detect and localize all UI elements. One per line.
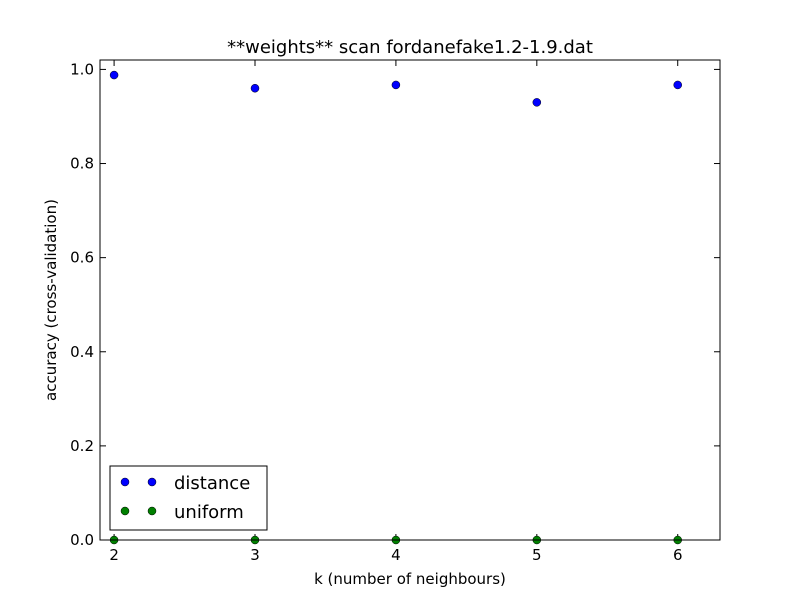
y-tick-label: 0.2	[70, 437, 94, 455]
x-tick-label: 5	[532, 546, 542, 564]
y-tick-label: 0.8	[70, 155, 94, 173]
legend-label-uniform: uniform	[174, 502, 244, 523]
legend-marker-distance-left	[120, 477, 130, 487]
legend-marker-distance-right	[147, 477, 157, 487]
data-point-distance	[250, 83, 260, 93]
y-axis-label: accuracy (cross-validation)	[42, 199, 60, 401]
x-tick-label: 3	[250, 546, 260, 564]
legend-box	[109, 465, 268, 531]
legend-marker-uniform-left	[120, 506, 130, 516]
legend-label-distance: distance	[174, 473, 250, 494]
data-point-distance	[109, 70, 119, 80]
x-tick-label: 2	[109, 546, 119, 564]
ticks-layer: 2 3 4 5 6 0.0 0.2 0.4 0.6 0.8 1.0	[70, 60, 720, 564]
points-layer	[109, 70, 682, 545]
x-axis-label: k (number of neighbours)	[314, 570, 506, 588]
plot-frame	[99, 59, 721, 541]
legend-marker-uniform-right	[147, 506, 157, 516]
y-tick-label: 0.4	[70, 343, 94, 361]
data-point-distance	[673, 80, 682, 90]
x-tick-label: 4	[391, 546, 401, 564]
data-point-distance	[391, 80, 401, 90]
chart-title: **weights** scan fordanefake1.2-1.9.dat	[227, 37, 593, 58]
data-point-distance	[532, 98, 542, 107]
y-tick-label: 1.0	[70, 60, 94, 78]
legend: distance uniform	[109, 465, 268, 531]
x-tick-label: 6	[673, 546, 683, 564]
y-tick-label: 0.0	[70, 531, 94, 549]
y-tick-label: 0.6	[70, 249, 94, 267]
